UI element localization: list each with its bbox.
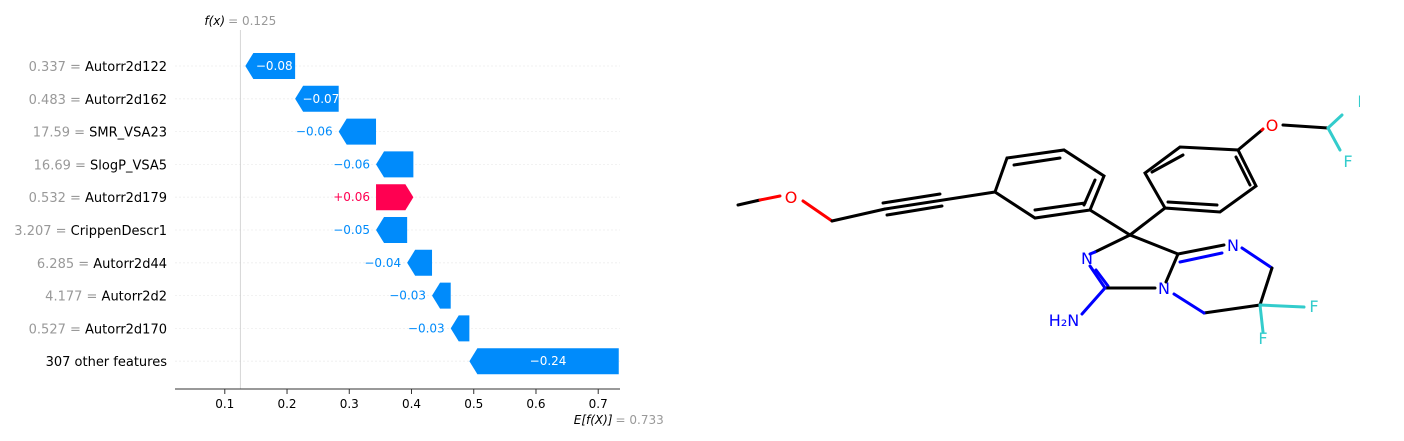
- atom-label-f2: F: [1343, 152, 1352, 171]
- feature-label: 3.207 = CrippenDescr1: [14, 224, 167, 239]
- feature-name: Autorr2d2: [102, 290, 167, 305]
- x-tick-label: 0.4: [402, 397, 421, 411]
- x-tick-label: 0.7: [589, 397, 608, 411]
- feature-name: 307 other features: [46, 355, 168, 370]
- feature-value: 0.532 =: [29, 191, 85, 206]
- bar-value-label: −0.24: [530, 354, 567, 368]
- x-tick-label: 0.6: [526, 397, 545, 411]
- feature-name: SMR_VSA23: [89, 126, 167, 141]
- bar-value-label: −0.04: [364, 256, 401, 270]
- feature-name: CrippenDescr1: [71, 224, 167, 239]
- feature-label: 307 other features: [46, 355, 168, 370]
- atom-label-f3: F: [1309, 297, 1318, 316]
- x-axis: 0.1 0.2 0.3 0.4 0.5 0.6 0.7: [175, 388, 620, 411]
- feature-value: 0.483 =: [29, 93, 85, 108]
- feature-label: 0.337 = Autorr2d122: [29, 60, 167, 75]
- contribution-bar: [376, 151, 414, 178]
- feature-name: Autorr2d44: [93, 257, 167, 272]
- feature-value: 0.527 =: [29, 322, 85, 337]
- x-tick-label: 0.3: [340, 397, 359, 411]
- feature-label: 4.177 = Autorr2d2: [45, 290, 167, 305]
- bar-value-label: −0.06: [296, 125, 333, 139]
- atom-label-o1: O: [785, 188, 798, 207]
- efx-label: E[f(X)] = 0.733: [574, 413, 664, 427]
- bar-value-label: −0.05: [333, 223, 370, 237]
- feature-value: 16.69 =: [34, 158, 90, 173]
- bar-value-label: −0.03: [408, 321, 445, 335]
- feature-name: SlogP_VSA5: [90, 158, 167, 173]
- contribution-bar: [376, 184, 414, 211]
- fx-value: = 0.125: [228, 14, 276, 28]
- x-tick-label: 0.5: [464, 397, 483, 411]
- bar-value-label: −0.07: [303, 92, 340, 106]
- contribution-bar: [245, 53, 296, 79]
- feature-value: 4.177 =: [45, 290, 101, 305]
- atom-label-f1: F: [1357, 92, 1360, 111]
- feature-label: 0.483 = Autorr2d162: [29, 93, 167, 108]
- row-gridlines: [175, 65, 620, 362]
- x-tick-label: 0.2: [277, 397, 296, 411]
- feature-labels: 0.337 = Autorr2d122 0.483 = Autorr2d162 17…: [14, 60, 167, 370]
- atom-label-n1: N: [1081, 249, 1093, 268]
- contribution-bar: [376, 217, 408, 243]
- contribution-bar: [450, 315, 470, 342]
- feature-label: 17.59 = SMR_VSA23: [33, 126, 167, 141]
- feature-name: Autorr2d122: [85, 60, 167, 75]
- molecule-structure: O O F F N N N F F H₂N: [736, 92, 1360, 348]
- fx-symbol: f(x): [204, 14, 225, 28]
- shap-waterfall-chart: −0.08 −0.07 −0.06 −0.06 +0.06 −0.05 −0.04 −0.03…: [14, 14, 664, 427]
- feature-label: 16.69 = SlogP_VSA5: [34, 158, 167, 173]
- contribution-bar: [295, 85, 339, 112]
- feature-name: Autorr2d162: [85, 93, 167, 108]
- feature-value: 0.337 =: [29, 60, 85, 75]
- feature-value: 3.207 =: [14, 224, 70, 239]
- bar-value-label: −0.08: [256, 59, 293, 73]
- feature-label: 0.532 = Autorr2d179: [29, 191, 167, 206]
- contribution-bar: [338, 118, 377, 145]
- atom-label-f4: F: [1258, 329, 1267, 348]
- feature-value: 6.285 =: [37, 257, 93, 272]
- feature-value: 17.59 =: [33, 126, 89, 141]
- atom-label-n3: N: [1158, 279, 1170, 298]
- contribution-bar: [407, 249, 433, 276]
- bar-value-label: −0.03: [389, 289, 426, 303]
- fx-label: f(x) = 0.125: [204, 14, 276, 28]
- atom-label-nh2: H₂N: [1049, 311, 1079, 330]
- bar-value-label: −0.06: [333, 157, 370, 171]
- contribution-bars: −0.08 −0.07 −0.06 −0.06 +0.06 −0.05 −0.04 −0.03…: [245, 53, 619, 375]
- efx-symbol: E[f(X)]: [574, 413, 613, 427]
- atom-label-n2: N: [1227, 236, 1239, 255]
- feature-name: Autorr2d170: [85, 322, 167, 337]
- bar-value-label: +0.06: [333, 190, 370, 204]
- feature-label: 6.285 = Autorr2d44: [37, 257, 167, 272]
- atom-label-o2: O: [1266, 116, 1279, 135]
- efx-value: = 0.733: [616, 413, 664, 427]
- contribution-bar: [432, 282, 451, 309]
- contribution-bar: [469, 348, 619, 375]
- x-tick-label: 0.1: [215, 397, 234, 411]
- feature-name: Autorr2d179: [85, 191, 167, 206]
- feature-label: 0.527 = Autorr2d170: [29, 322, 167, 337]
